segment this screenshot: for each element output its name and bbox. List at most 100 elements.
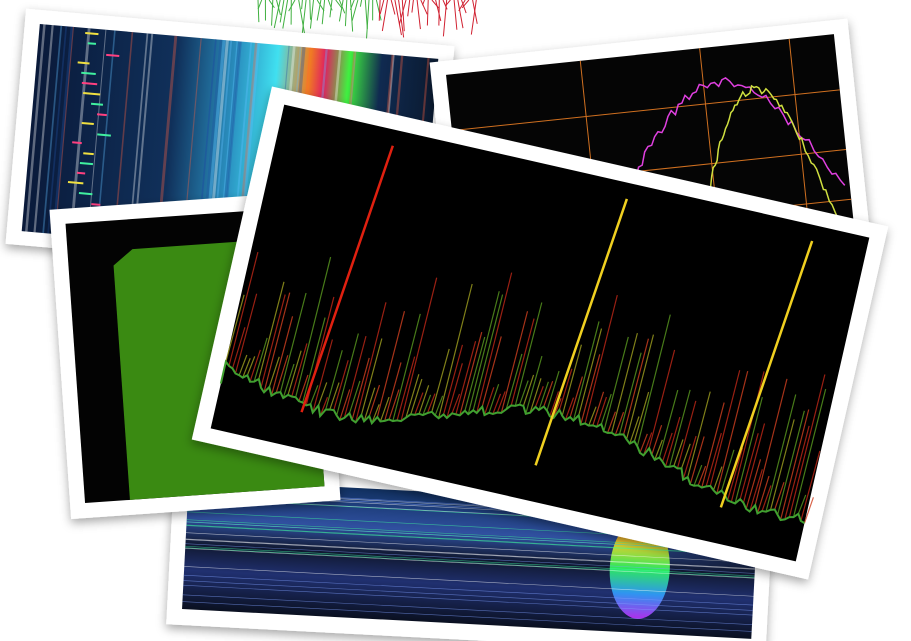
- spike: [312, 339, 333, 413]
- stripe: [185, 539, 755, 570]
- stripe: [69, 28, 91, 236]
- tall-spike: [719, 240, 814, 508]
- spike: [792, 388, 827, 518]
- spike: [384, 362, 402, 422]
- stripe: [201, 39, 223, 248]
- burst-line: [411, 0, 414, 13]
- spike: [496, 391, 506, 413]
- spike: [410, 378, 423, 415]
- spike: [363, 387, 376, 422]
- spike: [569, 376, 583, 418]
- spike: [329, 382, 340, 410]
- spike: [584, 294, 618, 424]
- spike: [754, 378, 788, 506]
- dash: [83, 92, 101, 96]
- burst-line: [316, 0, 322, 21]
- burst-line: [390, 0, 396, 15]
- spike: [777, 410, 805, 515]
- spike: [260, 294, 286, 388]
- burst-line: [321, 0, 326, 25]
- dash: [72, 141, 82, 145]
- burst-line: [401, 0, 405, 32]
- spike: [623, 338, 650, 435]
- spike: [514, 302, 543, 407]
- spike: [739, 433, 759, 500]
- spike: [726, 447, 744, 501]
- dash: [81, 81, 98, 86]
- spike: [396, 356, 416, 421]
- spike: [319, 397, 329, 417]
- stripe: [196, 39, 217, 247]
- spike: [788, 374, 826, 518]
- burst-line: [344, 0, 348, 27]
- spike: [529, 378, 542, 413]
- dash: [97, 133, 111, 137]
- spike: [333, 360, 349, 411]
- spike: [669, 389, 691, 467]
- spike: [351, 357, 370, 421]
- spike: [661, 432, 673, 462]
- spike: [371, 404, 380, 424]
- spike: [636, 314, 671, 447]
- spike: [263, 292, 291, 393]
- burst-line: [378, 0, 381, 21]
- spike: [578, 328, 603, 416]
- spike: [687, 391, 711, 478]
- spike: [291, 343, 308, 397]
- burst-line: [366, 0, 370, 39]
- stripe: [183, 584, 753, 616]
- spike: [434, 395, 444, 416]
- spike: [400, 277, 438, 422]
- stripe: [183, 574, 754, 606]
- dash: [106, 53, 120, 58]
- tall-spike: [300, 145, 395, 413]
- spike: [769, 419, 795, 511]
- burst-line: [271, 0, 274, 26]
- spike: [651, 425, 663, 456]
- spike: [268, 356, 280, 388]
- stripe: [52, 26, 74, 235]
- spike: [392, 313, 421, 422]
- stripe: [42, 25, 63, 234]
- stripe: [186, 525, 756, 556]
- photo-spikes: [191, 86, 889, 580]
- spike: [654, 439, 663, 461]
- spike: [472, 294, 504, 411]
- spike: [317, 382, 328, 406]
- stripe: [221, 41, 242, 249]
- spike: [476, 272, 513, 414]
- dash: [77, 61, 90, 65]
- spike: [721, 449, 735, 491]
- spike: [697, 465, 707, 486]
- spike: [467, 291, 500, 415]
- dash: [85, 31, 99, 36]
- stripe: [186, 524, 756, 556]
- burst-line: [282, 0, 289, 29]
- burst-line: [398, 0, 407, 25]
- spike: [803, 497, 814, 524]
- burst-line: [338, 0, 344, 22]
- spike: [376, 311, 406, 418]
- spike: [564, 397, 575, 421]
- stripe: [185, 543, 755, 574]
- stripe: [185, 545, 755, 577]
- burst-line: [379, 0, 385, 15]
- spike: [543, 381, 554, 407]
- spike: [270, 316, 294, 396]
- spike: [779, 409, 810, 521]
- burst-line: [301, 0, 307, 39]
- spike: [572, 321, 600, 421]
- spike: [642, 432, 653, 456]
- spike: [253, 337, 268, 382]
- burst-line: [394, 0, 402, 36]
- spike: [709, 370, 741, 487]
- spike: [600, 393, 612, 425]
- spike: [325, 350, 343, 410]
- stripe: [185, 548, 755, 579]
- stripe: [204, 39, 226, 248]
- stripe: [182, 601, 752, 632]
- spike: [525, 355, 543, 414]
- stripe: [87, 29, 107, 237]
- spike: [287, 350, 302, 396]
